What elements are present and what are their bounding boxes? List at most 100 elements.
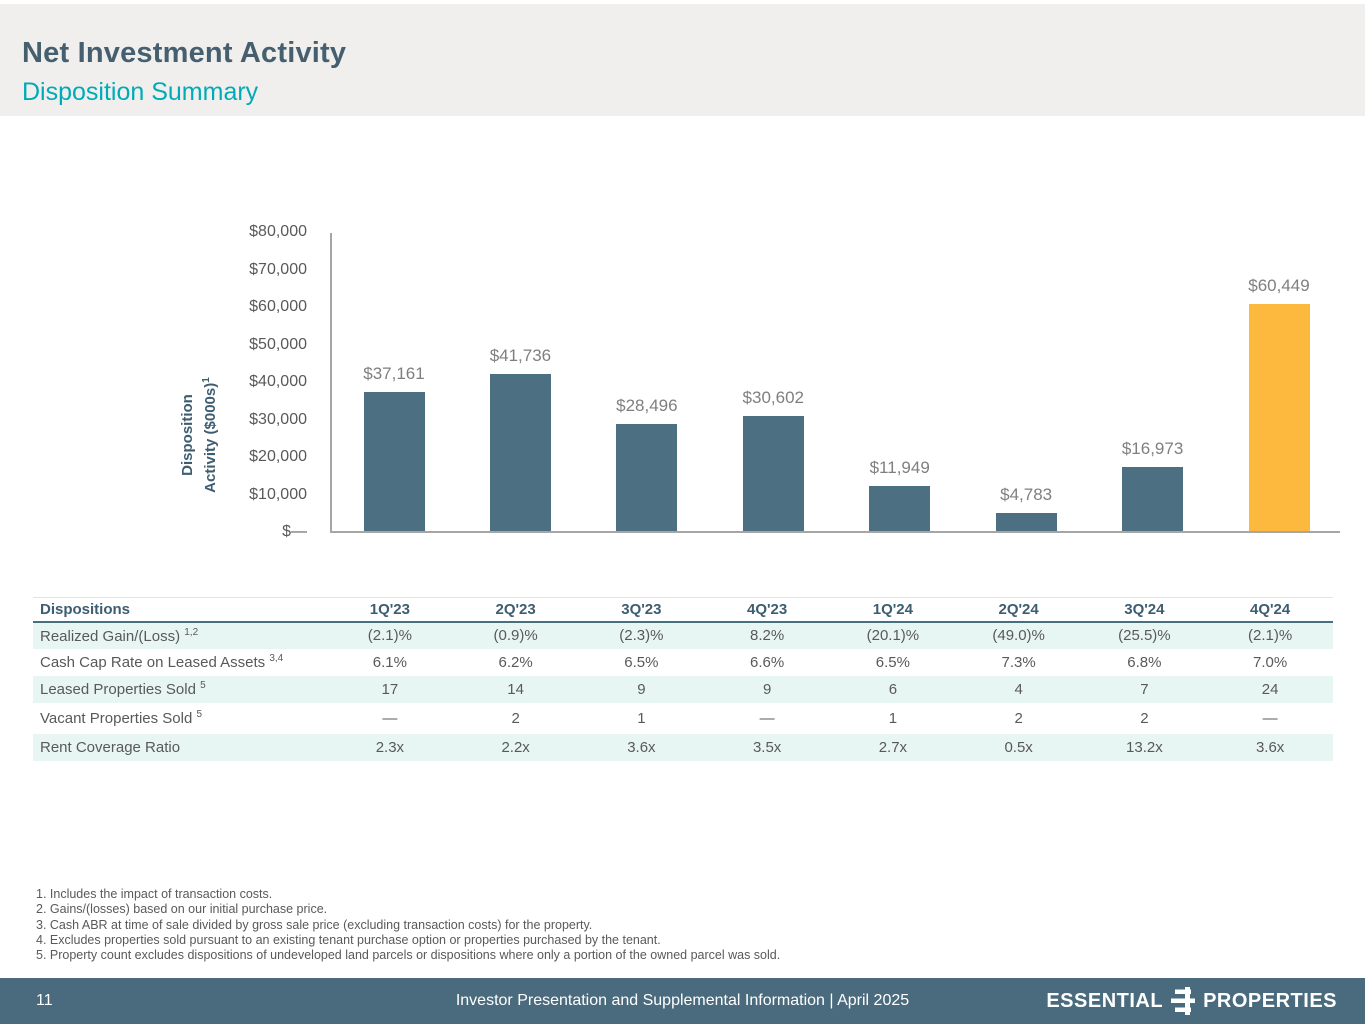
y-axis-tick-label: $—: [282, 523, 307, 540]
bar-value-label: $30,602: [742, 388, 804, 407]
table-row: Vacant Properties Sold 5 — 2 1 — 1 2 2 —: [33, 703, 1333, 734]
bar-3Q'23: [616, 424, 678, 531]
table-row-label: Rent Coverage Ratio: [40, 738, 181, 756]
table-cell: 0.5x: [1004, 738, 1033, 756]
bar-2Q'23: [489, 374, 551, 531]
table-cell: 8.2%: [750, 627, 785, 644]
table-cell: 9: [637, 680, 646, 698]
table-cell: 7: [1140, 680, 1149, 698]
footer-caption: Investor Presentation and Supplemental I…: [455, 992, 910, 1009]
y-axis-title: Disposition Activity ($000s)1: [178, 335, 222, 535]
table-cell: (2.3)%: [619, 627, 664, 644]
table-row: Leased Properties Sold 5 17 14 9 9 6 4 7 24: [33, 675, 1333, 703]
table-cell: 1: [637, 709, 646, 727]
y-axis-tick-label: $70,000: [249, 260, 307, 278]
table-col-header: 3Q'23: [578, 597, 705, 623]
table-cell: 3.6x: [1255, 738, 1285, 756]
table-col-header: 1Q'23: [327, 597, 453, 623]
y-axis-tick-label: $30,000: [249, 410, 307, 428]
table-cell: (2.1)%: [367, 627, 412, 644]
y-axis-tick-label: $60,000: [249, 298, 307, 315]
table-cell: 6.5%: [875, 653, 910, 671]
table-col-header: 2Q'24: [955, 597, 1082, 623]
bar-4Q'24: [1248, 304, 1310, 531]
table-cell: 6.1%: [372, 653, 407, 671]
y-axis-tick-label: $80,000: [249, 223, 307, 240]
table-cell: 2.7x: [878, 738, 908, 756]
footnotes: 1. Includes the impact of transaction co…: [36, 887, 780, 963]
table-cell: 6: [888, 680, 898, 698]
table-cell: 2: [511, 709, 520, 727]
table-cell: 6.8%: [1127, 653, 1162, 671]
bar-3Q'24: [1122, 467, 1184, 531]
table-row-label: Leased Properties Sold 5: [40, 680, 206, 698]
table-cell: 17: [381, 680, 399, 698]
table-header-row: Dispositions 1Q'23 2Q'23 3Q'23 4Q'23 1Q'24 2Q…: [33, 597, 1333, 623]
disposition-activity-bar-chart: Disposition Activity ($000s)1 $80,000 $70…: [0, 116, 1365, 596]
bar-value-label: $11,949: [869, 458, 930, 477]
table-cell: (20.1)%: [866, 627, 920, 644]
bar-value-label: $16,973: [1121, 439, 1184, 458]
table-cell: 2.3x: [375, 738, 405, 756]
table-cell: 2: [1014, 709, 1023, 727]
footnote-line: 2. Gains/(losses) based on our initial p…: [36, 902, 328, 917]
table-cell: 2: [1140, 709, 1149, 727]
table-cell: 7.3%: [1001, 653, 1036, 671]
table-cell: 4: [1014, 680, 1023, 698]
table-cell: (49.0)%: [992, 627, 1045, 644]
y-axis-tick-label: $10,000: [249, 485, 307, 503]
bar-value-label: $4,783: [1000, 485, 1053, 504]
bar-value-label: $37,161: [363, 364, 425, 383]
table-row-label: Cash Cap Rate on Leased Assets 3,4: [40, 653, 284, 671]
table-cell: 2.2x: [501, 738, 530, 756]
table-row-label: Vacant Properties Sold 5: [40, 709, 203, 727]
table-col-header: 4Q'24: [1207, 597, 1333, 623]
bar-value-label: $41,736: [489, 346, 552, 365]
table-cell: 9: [762, 680, 772, 698]
footnote-ref: 3,4: [269, 653, 284, 664]
table-col-header: 4Q'23: [704, 597, 830, 623]
dispositions-table: Dispositions 1Q'23 2Q'23 3Q'23 4Q'23 1Q'24 2Q…: [33, 597, 1333, 761]
table-cell: 6.2%: [498, 653, 533, 671]
table-cell: 3.6x: [627, 738, 656, 756]
table-cell: (0.9)%: [493, 627, 538, 644]
table-title: Dispositions: [33, 597, 327, 623]
logo-word-essential: ESSENTIAL: [1046, 989, 1164, 1012]
footnote-line: 1. Includes the impact of transaction co…: [36, 887, 273, 901]
footnote-line: 4. Excludes properties sold pursuant to …: [36, 932, 661, 947]
table-cell: 24: [1261, 680, 1279, 698]
chart-plot-area: $37,161 $41,736 $28,496 $30,602 $11,949 $4,78…: [330, 233, 1340, 533]
footnote-line: 3. Cash ABR at time of sale divided by g…: [36, 917, 593, 932]
table-cell: 13.2x: [1126, 738, 1163, 756]
table-cell: 6.5%: [624, 653, 659, 671]
table-col-header: 3Q'24: [1081, 597, 1208, 623]
table-cell: (25.5)%: [1118, 627, 1171, 644]
footnote-ref: 1,2: [184, 626, 199, 638]
table-cell: (2.1)%: [1248, 627, 1293, 644]
bar-value-label: $28,496: [616, 396, 678, 415]
page-title: Net Investment Activity: [22, 37, 347, 69]
table-row-label: Realized Gain/(Loss) 1,2: [40, 626, 199, 645]
table-row: Cash Cap Rate on Leased Assets 3,4 6.1% 6.…: [33, 649, 1333, 676]
bar-value-label: $60,449: [1248, 276, 1310, 295]
bar-2Q'24: [995, 513, 1057, 531]
essential-properties-logo-icon: [1171, 987, 1196, 1015]
table-cell: 1: [888, 709, 898, 727]
bar-1Q'24: [869, 486, 931, 531]
footnote-ref: 5: [200, 680, 206, 691]
table-cell: 6.6%: [750, 653, 785, 671]
y-axis-tick-label: $20,000: [249, 448, 307, 465]
y-axis-tick-label: $50,000: [249, 335, 307, 353]
table-cell: 7.0%: [1253, 653, 1288, 671]
table-cell: —: [759, 709, 775, 727]
footer-bar: 11 Investor Presentation and Supplementa…: [0, 978, 1365, 1024]
table-cell: 3.5x: [752, 738, 782, 756]
table-col-header: 2Q'23: [452, 597, 579, 623]
page-number: 11: [36, 992, 53, 1009]
table-row: Realized Gain/(Loss) 1,2 (2.1)% (0.9)% (2.3…: [33, 621, 1333, 649]
footnote-ref: 5: [196, 709, 203, 720]
y-axis-tick-label: $40,000: [249, 373, 307, 390]
table-cell: —: [1262, 709, 1278, 727]
table-cell: —: [382, 709, 398, 727]
essential-properties-logo: ESSENTIAL PROPERTIES: [1046, 987, 1337, 1015]
